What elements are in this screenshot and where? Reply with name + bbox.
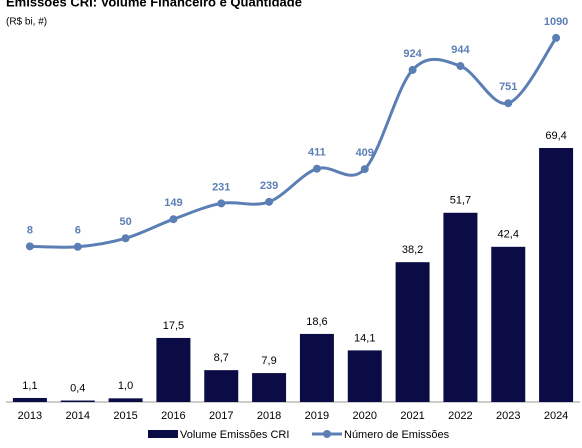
chart-subtitle: (R$ bi, #) [6,17,47,28]
line-label: 149 [164,197,182,209]
line-label: 751 [499,81,517,93]
x-tick-label: 2022 [448,410,472,422]
x-tick-label: 2013 [18,410,42,422]
legend-swatch [323,430,331,438]
x-tick-label: 2024 [544,410,568,422]
bar-label: 42,4 [498,229,519,241]
bar-label: 14,1 [354,332,375,344]
line-label: 409 [356,147,374,159]
bar [539,147,574,402]
line-label: 6 [75,225,81,237]
line-label: 1090 [544,16,568,28]
line-label: 50 [119,216,131,228]
line-label: 231 [212,181,230,193]
line-point [217,199,226,208]
bar [204,370,239,402]
line-point [312,164,321,173]
bar [12,397,47,402]
line-point [504,99,513,108]
line-point [552,33,561,42]
line-label: 924 [403,48,422,60]
x-tick-label: 2015 [113,410,137,422]
line-label: 944 [451,44,470,56]
legend-label: Número de Emissões [344,429,450,441]
line-point [456,62,465,71]
line-point [121,234,130,243]
bar [299,333,334,402]
line-point [360,165,369,174]
legend-label: Volume Emissões CRI [180,429,289,441]
legend-swatch [148,430,178,438]
bar-label: 7,9 [261,355,276,367]
line-label: 8 [27,224,33,236]
x-tick-label: 2019 [305,410,329,422]
bar-label: 1,1 [22,380,37,392]
line-point [408,65,417,74]
bar-label: 8,7 [214,352,229,364]
bar-label: 1,0 [118,380,133,392]
bar [108,398,143,402]
chart-title: Emissões CRI: Volume Financeiro e Quanti… [6,0,302,9]
bar [443,212,478,402]
line-label: 239 [260,180,278,192]
bar [347,350,382,402]
x-tick-label: 2018 [257,410,281,422]
x-tick-label: 2023 [496,410,520,422]
x-tick-label: 2016 [161,410,185,422]
line-point [265,197,274,206]
x-tick-label: 2017 [209,410,233,422]
bar-label: 18,6 [306,316,327,328]
bar-label: 69,4 [545,130,566,142]
line-point [73,242,82,251]
line-label: 411 [308,147,326,159]
bar-label: 17,5 [163,320,184,332]
bar-label: 0,4 [70,382,85,394]
x-tick-label: 2020 [353,410,377,422]
bar [491,246,526,402]
bar [252,373,287,402]
bar-label: 51,7 [450,195,471,207]
bar [60,400,95,402]
bar-label: 38,2 [402,244,423,256]
line-point [25,242,34,251]
bar [156,337,191,402]
x-tick-label: 2021 [400,410,424,422]
line-point [169,215,178,224]
x-tick-label: 2014 [66,410,90,422]
bar [395,262,430,402]
